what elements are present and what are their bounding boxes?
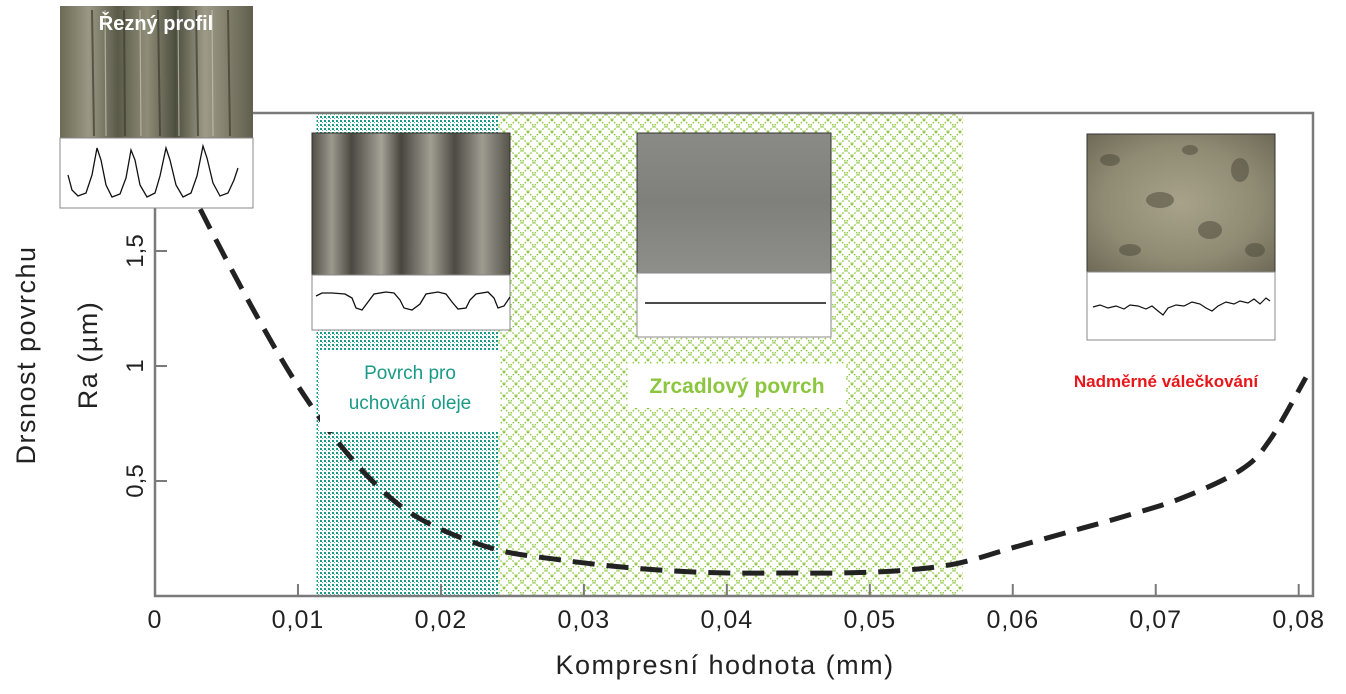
y-tick-label: 0,5 — [122, 464, 149, 497]
zone-label-mirror: Zrcadlový povrch — [628, 364, 846, 408]
photo-1-title: Řezný profil — [99, 11, 213, 35]
plot-frame — [153, 111, 1315, 598]
photo-2-image — [311, 132, 511, 276]
y-tick-label: 1 — [122, 359, 149, 372]
zone-label-oil-line1: Povrch pro — [364, 363, 456, 384]
y-tick-label: 1,5 — [122, 234, 149, 267]
x-tick-label: 0,04 — [701, 606, 754, 634]
photo-excessive-rolling — [1086, 133, 1276, 341]
x-tick-label: 0,07 — [1129, 606, 1182, 634]
zone-label-oil: Povrch pro uchování oleje — [320, 350, 500, 432]
photo-2-profile — [315, 291, 511, 311]
x-tick-label: 0 — [148, 606, 163, 634]
x-tick-label: 0,02 — [415, 606, 468, 634]
y-axis-title-line2: Ra (µm) — [73, 301, 103, 410]
zone-label-over: Nadměrné válečkování — [1074, 372, 1260, 391]
x-tick-label: 0,08 — [1272, 606, 1325, 634]
zone-label-over-text: Nadměrné válečkování — [1074, 372, 1260, 391]
x-axis-title: Kompresní hodnota (mm) — [555, 650, 894, 680]
photo-oil-surface — [311, 132, 511, 331]
x-tick-label: 0,05 — [843, 606, 896, 634]
photo-3-image — [636, 132, 832, 274]
zone-label-oil-line2: uchování oleje — [349, 393, 472, 414]
photo-mirror-surface — [636, 132, 832, 338]
photo-1-profile — [67, 143, 239, 198]
photo-4-profile — [1092, 297, 1271, 316]
y-axis-title-line1: Drsnost povrchu — [11, 245, 41, 464]
x-tick-label: 0,06 — [986, 606, 1039, 634]
x-tick-label: 0,03 — [558, 606, 611, 634]
x-tick-label: 0,01 — [272, 606, 325, 634]
zone-label-mirror-text: Zrcadlový povrch — [649, 375, 824, 398]
axes-layer: 0 0,01 0,02 0,03 0,04 0,05 0,06 0,07 0,08 0,5 1 1,5… — [122, 111, 1325, 634]
photo-cutting-profile: Řezný profil — [59, 6, 254, 209]
